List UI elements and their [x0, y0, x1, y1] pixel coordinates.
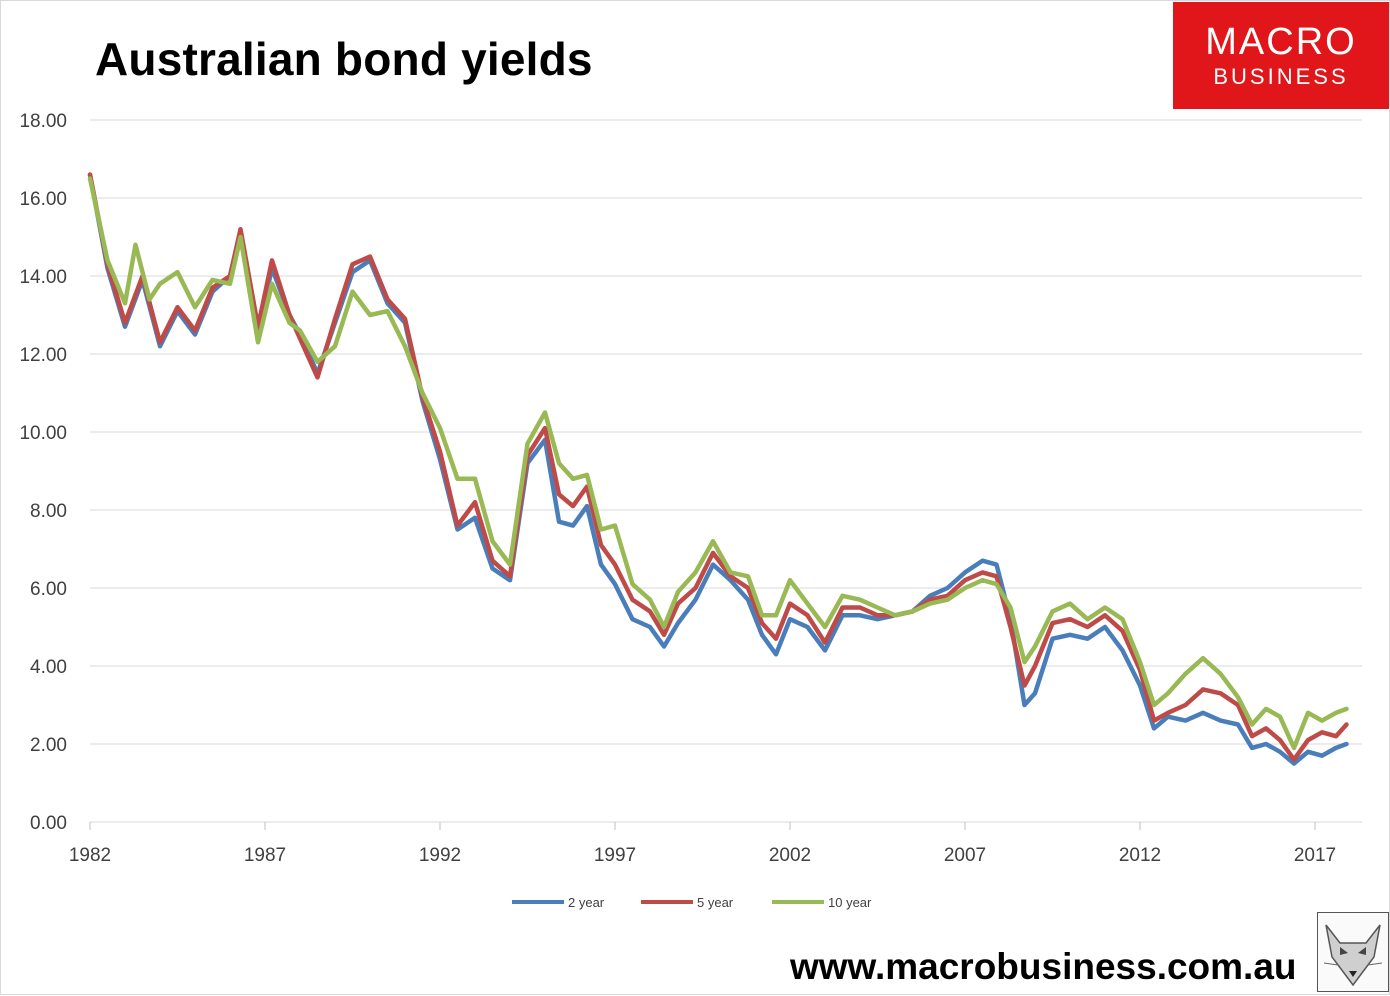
y-tick-label: 16.00	[19, 189, 67, 210]
y-tick-label: 10.00	[19, 423, 67, 444]
gridlines	[90, 119, 1362, 823]
legend-label: 10 year	[828, 895, 872, 910]
y-axis-ticks: 0.00 2.00 4.00 6.00 8.00 10.00 12.00 14.00 16.00…	[19, 111, 67, 834]
x-tick-label: 2017	[1294, 845, 1336, 866]
y-tick-label: 12.00	[19, 345, 67, 366]
legend-label: 5 year	[697, 895, 734, 910]
series-line-5-year	[87, 172, 1349, 762]
x-tick-label: 2012	[1119, 845, 1161, 866]
logo-line-macro: MACRO	[1205, 21, 1357, 63]
legend: 2 year 5 year 10 year	[512, 895, 872, 910]
y-tick-label: 8.00	[30, 501, 67, 522]
y-tick-label: 4.00	[30, 657, 67, 678]
x-tick-label: 1982	[69, 845, 111, 866]
series-line-2-year	[87, 172, 1349, 766]
website-url: www.macrobusiness.com.au	[790, 946, 1297, 987]
x-tick-label: 1987	[244, 845, 286, 866]
y-tick-label: 0.00	[30, 813, 67, 834]
x-tick-label: 1992	[419, 845, 461, 866]
y-tick-label: 14.00	[19, 267, 67, 288]
series-line-10-year	[87, 176, 1349, 751]
fox-mascot-icon	[1317, 912, 1389, 992]
legend-label: 2 year	[568, 895, 605, 910]
x-tick-label: 1997	[594, 845, 636, 866]
macrobusiness-logo: MACRO BUSINESS	[1173, 2, 1389, 109]
y-tick-label: 2.00	[30, 735, 67, 756]
y-tick-label: 6.00	[30, 579, 67, 600]
series-lines	[87, 172, 1349, 766]
logo-line-business: BUSINESS	[1213, 64, 1349, 89]
x-tick-label: 2002	[769, 845, 811, 866]
chart-title: Australian bond yields	[95, 33, 593, 85]
x-axis-ticks: 1982 1987 1992 1997 2002 2007 2012 2017	[69, 822, 1336, 866]
x-tick-label: 2007	[944, 845, 986, 866]
y-tick-label: 18.00	[19, 111, 67, 132]
